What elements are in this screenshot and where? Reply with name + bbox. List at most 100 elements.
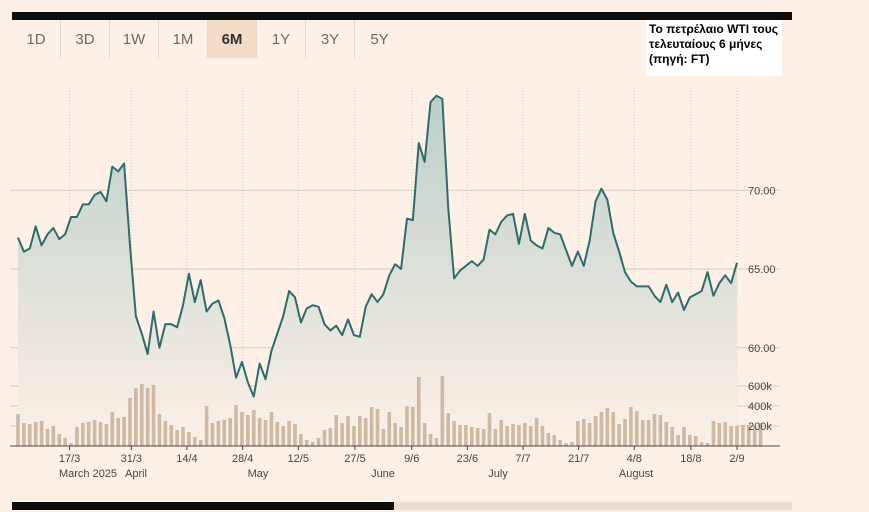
volume-bar (222, 420, 227, 446)
volume-bar (363, 418, 368, 446)
volume-bar (670, 427, 674, 446)
volume-bar (234, 405, 238, 446)
volume-bar (481, 429, 486, 446)
volume-bar (334, 415, 339, 446)
volume-bar (204, 406, 209, 446)
scroll-thumb[interactable] (12, 502, 394, 510)
month-label: June (371, 468, 395, 480)
volume-bar (540, 426, 545, 446)
volume-bar (346, 416, 350, 446)
volume-bar (458, 425, 462, 446)
month-label: July (488, 468, 508, 480)
volume-bar (676, 435, 680, 446)
volume-bar (86, 422, 91, 446)
volume-bar (564, 443, 568, 446)
volume-bar (110, 412, 115, 446)
volume-bar (493, 429, 498, 446)
volume-bar (246, 415, 250, 446)
x-tick-label: 9/6 (404, 453, 419, 465)
volume-bar (428, 434, 433, 446)
volume-bar (611, 412, 616, 446)
month-label: April (125, 468, 147, 480)
volume-bar (104, 424, 109, 446)
volume-bar (658, 415, 663, 446)
tab-6m[interactable]: 6M (208, 20, 257, 58)
volume-bar (393, 423, 397, 446)
volume-tick-label: 200k (748, 421, 772, 433)
volume-bar (210, 423, 215, 446)
price-area (18, 95, 737, 446)
volume-bar (216, 421, 221, 446)
volume-bar (646, 420, 651, 446)
price-tick-label: 60.00 (748, 343, 776, 355)
tab-1y[interactable]: 1Y (257, 20, 306, 58)
volume-bar (299, 434, 303, 446)
top-bar (12, 12, 792, 20)
volume-bar (552, 435, 557, 446)
volume-bar (81, 423, 85, 446)
volume-bar (51, 426, 56, 446)
x-tick-label: 4/8 (627, 453, 642, 465)
price-tick-label: 65.00 (748, 264, 776, 276)
volume-tick-label: 400k (748, 401, 772, 413)
volume-bar (275, 422, 280, 446)
x-tick-label: 27/5 (344, 453, 365, 465)
volume-bar (92, 420, 97, 446)
volume-bar (251, 410, 256, 446)
volume-bar (411, 407, 415, 446)
x-tick-label: 18/8 (680, 453, 701, 465)
volume-bar (640, 420, 645, 446)
volume-bar (735, 426, 739, 446)
volume-bar (399, 427, 403, 446)
volume-bar (746, 425, 751, 446)
tab-3y[interactable]: 3Y (306, 20, 355, 58)
volume-bar (534, 418, 539, 446)
price-area-fill (18, 95, 737, 446)
month-label: March 2025 (59, 468, 117, 480)
volume-bar (240, 412, 244, 446)
volume-bar (469, 427, 474, 446)
volume-bar (699, 442, 704, 446)
volume-bar (434, 438, 439, 446)
volume-bar (758, 423, 763, 446)
scroll-track[interactable] (12, 502, 792, 510)
volume-bar (304, 440, 309, 446)
x-tick-label: 31/3 (121, 453, 142, 465)
volume-bar (452, 421, 456, 446)
volume-bar (139, 384, 144, 446)
tab-1m[interactable]: 1M (159, 20, 208, 58)
volume-bar (134, 388, 138, 446)
volume-bar (257, 418, 262, 446)
volume-bar (593, 416, 598, 446)
volume-bar (369, 407, 374, 446)
volume-bar (693, 436, 698, 446)
volume-bar (528, 426, 533, 446)
volume-bar (599, 412, 604, 446)
volume-bar (635, 411, 639, 446)
tab-1w[interactable]: 1W (110, 20, 159, 58)
volume-bar (69, 443, 73, 446)
tab-5y[interactable]: 5Y (370, 30, 389, 48)
volume-bar (623, 419, 627, 446)
price-line-group (17, 94, 738, 398)
volume-bar (511, 424, 515, 446)
x-tick-label: 7/7 (515, 453, 530, 465)
volume-bar (587, 423, 592, 446)
volume-bar (198, 440, 203, 446)
x-tick-label: 21/7 (568, 453, 589, 465)
volume-bar (475, 428, 480, 446)
volume-bar (487, 413, 492, 446)
month-label: May (248, 468, 269, 480)
tab-3d[interactable]: 3D (61, 20, 110, 58)
volume-bar (116, 418, 120, 446)
volume-bar (75, 427, 79, 446)
volume-bar (617, 424, 621, 446)
volume-bar (122, 417, 126, 446)
volume-bar (27, 424, 32, 446)
volume-bar (499, 420, 504, 446)
tab-1d[interactable]: 1D (12, 20, 61, 58)
volume-bar (446, 413, 451, 446)
volume-bar (63, 438, 67, 446)
volume-bar (752, 426, 757, 446)
volume-bar (328, 428, 333, 446)
